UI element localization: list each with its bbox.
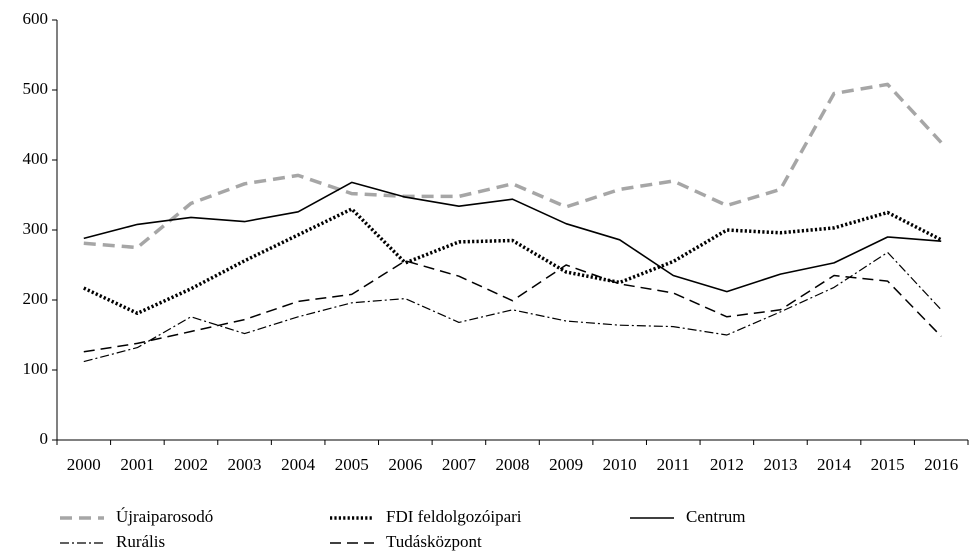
y-tick-label: 100: [23, 359, 49, 378]
x-tick-label: 2001: [120, 455, 154, 474]
x-tick-label: 2006: [388, 455, 422, 474]
y-tick-label: 300: [23, 219, 49, 238]
legend-label: Tudásközpont: [386, 532, 482, 551]
x-tick-label: 2007: [442, 455, 477, 474]
x-tick-label: 2008: [496, 455, 530, 474]
legend-label: FDI feldolgozóipari: [386, 507, 522, 526]
legend-label: Újraiparosodó: [116, 507, 213, 526]
x-tick-label: 2009: [549, 455, 583, 474]
x-tick-label: 2013: [763, 455, 797, 474]
x-tick-label: 2014: [817, 455, 852, 474]
x-tick-label: 2010: [603, 455, 637, 474]
series-line: [83, 251, 942, 363]
x-tick-label: 2011: [657, 455, 690, 474]
x-tick-label: 2004: [281, 455, 316, 474]
series-line: [83, 82, 943, 250]
x-tick-label: 2016: [924, 455, 958, 474]
series-line: [83, 207, 943, 316]
y-tick-label: 200: [23, 289, 49, 308]
y-tick-label: 0: [40, 429, 49, 448]
legend-label: Centrum: [686, 507, 746, 526]
x-tick-label: 2002: [174, 455, 208, 474]
series-line: [83, 181, 942, 293]
y-tick-label: 600: [23, 9, 49, 28]
x-tick-label: 2015: [871, 455, 905, 474]
x-tick-label: 2000: [67, 455, 101, 474]
series-line: [83, 260, 942, 353]
legend-label: Rurális: [116, 532, 165, 551]
y-tick-label: 400: [23, 149, 49, 168]
x-tick-label: 2005: [335, 455, 369, 474]
x-tick-label: 2003: [228, 455, 262, 474]
x-tick-label: 2012: [710, 455, 744, 474]
y-tick-label: 500: [23, 79, 49, 98]
